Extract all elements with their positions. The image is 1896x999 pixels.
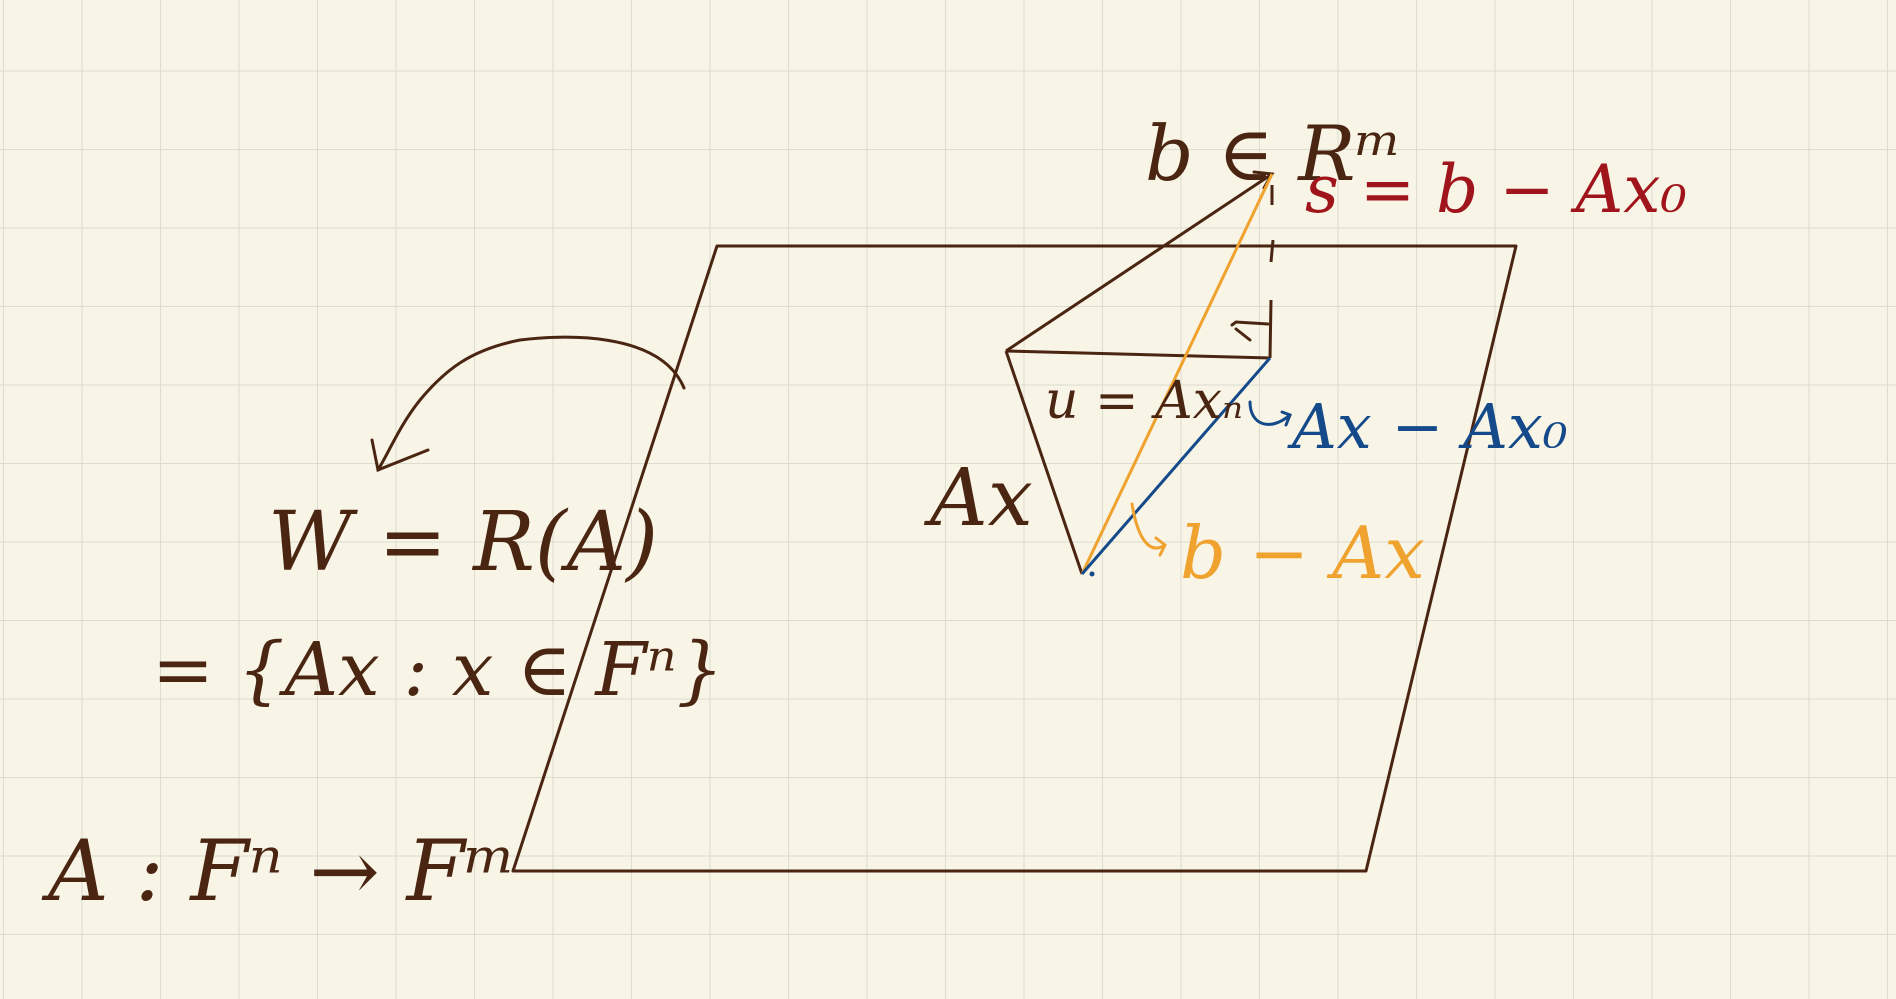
subspace-plane bbox=[511, 244, 1518, 873]
origin-point bbox=[1089, 571, 1095, 577]
curved-arrow bbox=[376, 335, 686, 472]
u-label: u = Axₙ bbox=[1045, 371, 1243, 431]
blue-vector-label: Ax − Ax₀ bbox=[1287, 390, 1568, 463]
curved-arrowhead bbox=[370, 438, 430, 473]
ax-to-proj-line bbox=[1005, 349, 1271, 360]
ax-to-b-line bbox=[1005, 172, 1273, 353]
w-range-label: W = R(A) bbox=[268, 495, 658, 590]
orthogonal-segment bbox=[1268, 185, 1275, 359]
map-label: A : Fⁿ → Fᵐ bbox=[41, 822, 516, 920]
orange-label-hook bbox=[1130, 502, 1167, 557]
orange-vector bbox=[1080, 173, 1274, 575]
blue-label-hook bbox=[1248, 400, 1292, 427]
blue-vector bbox=[1080, 357, 1272, 575]
ax-label: Ax bbox=[923, 451, 1033, 544]
orange-vector-label: b − Ax bbox=[1180, 511, 1425, 595]
w-set-label: = {Ax : x ∈ Fⁿ} bbox=[152, 627, 724, 713]
right-angle-marker bbox=[1230, 320, 1270, 342]
s-label: s = b − Ax₀ bbox=[1305, 151, 1687, 228]
b-in-label: b ∈ Rᵐ bbox=[1145, 109, 1402, 198]
ax-to-origin-line bbox=[1004, 350, 1084, 575]
